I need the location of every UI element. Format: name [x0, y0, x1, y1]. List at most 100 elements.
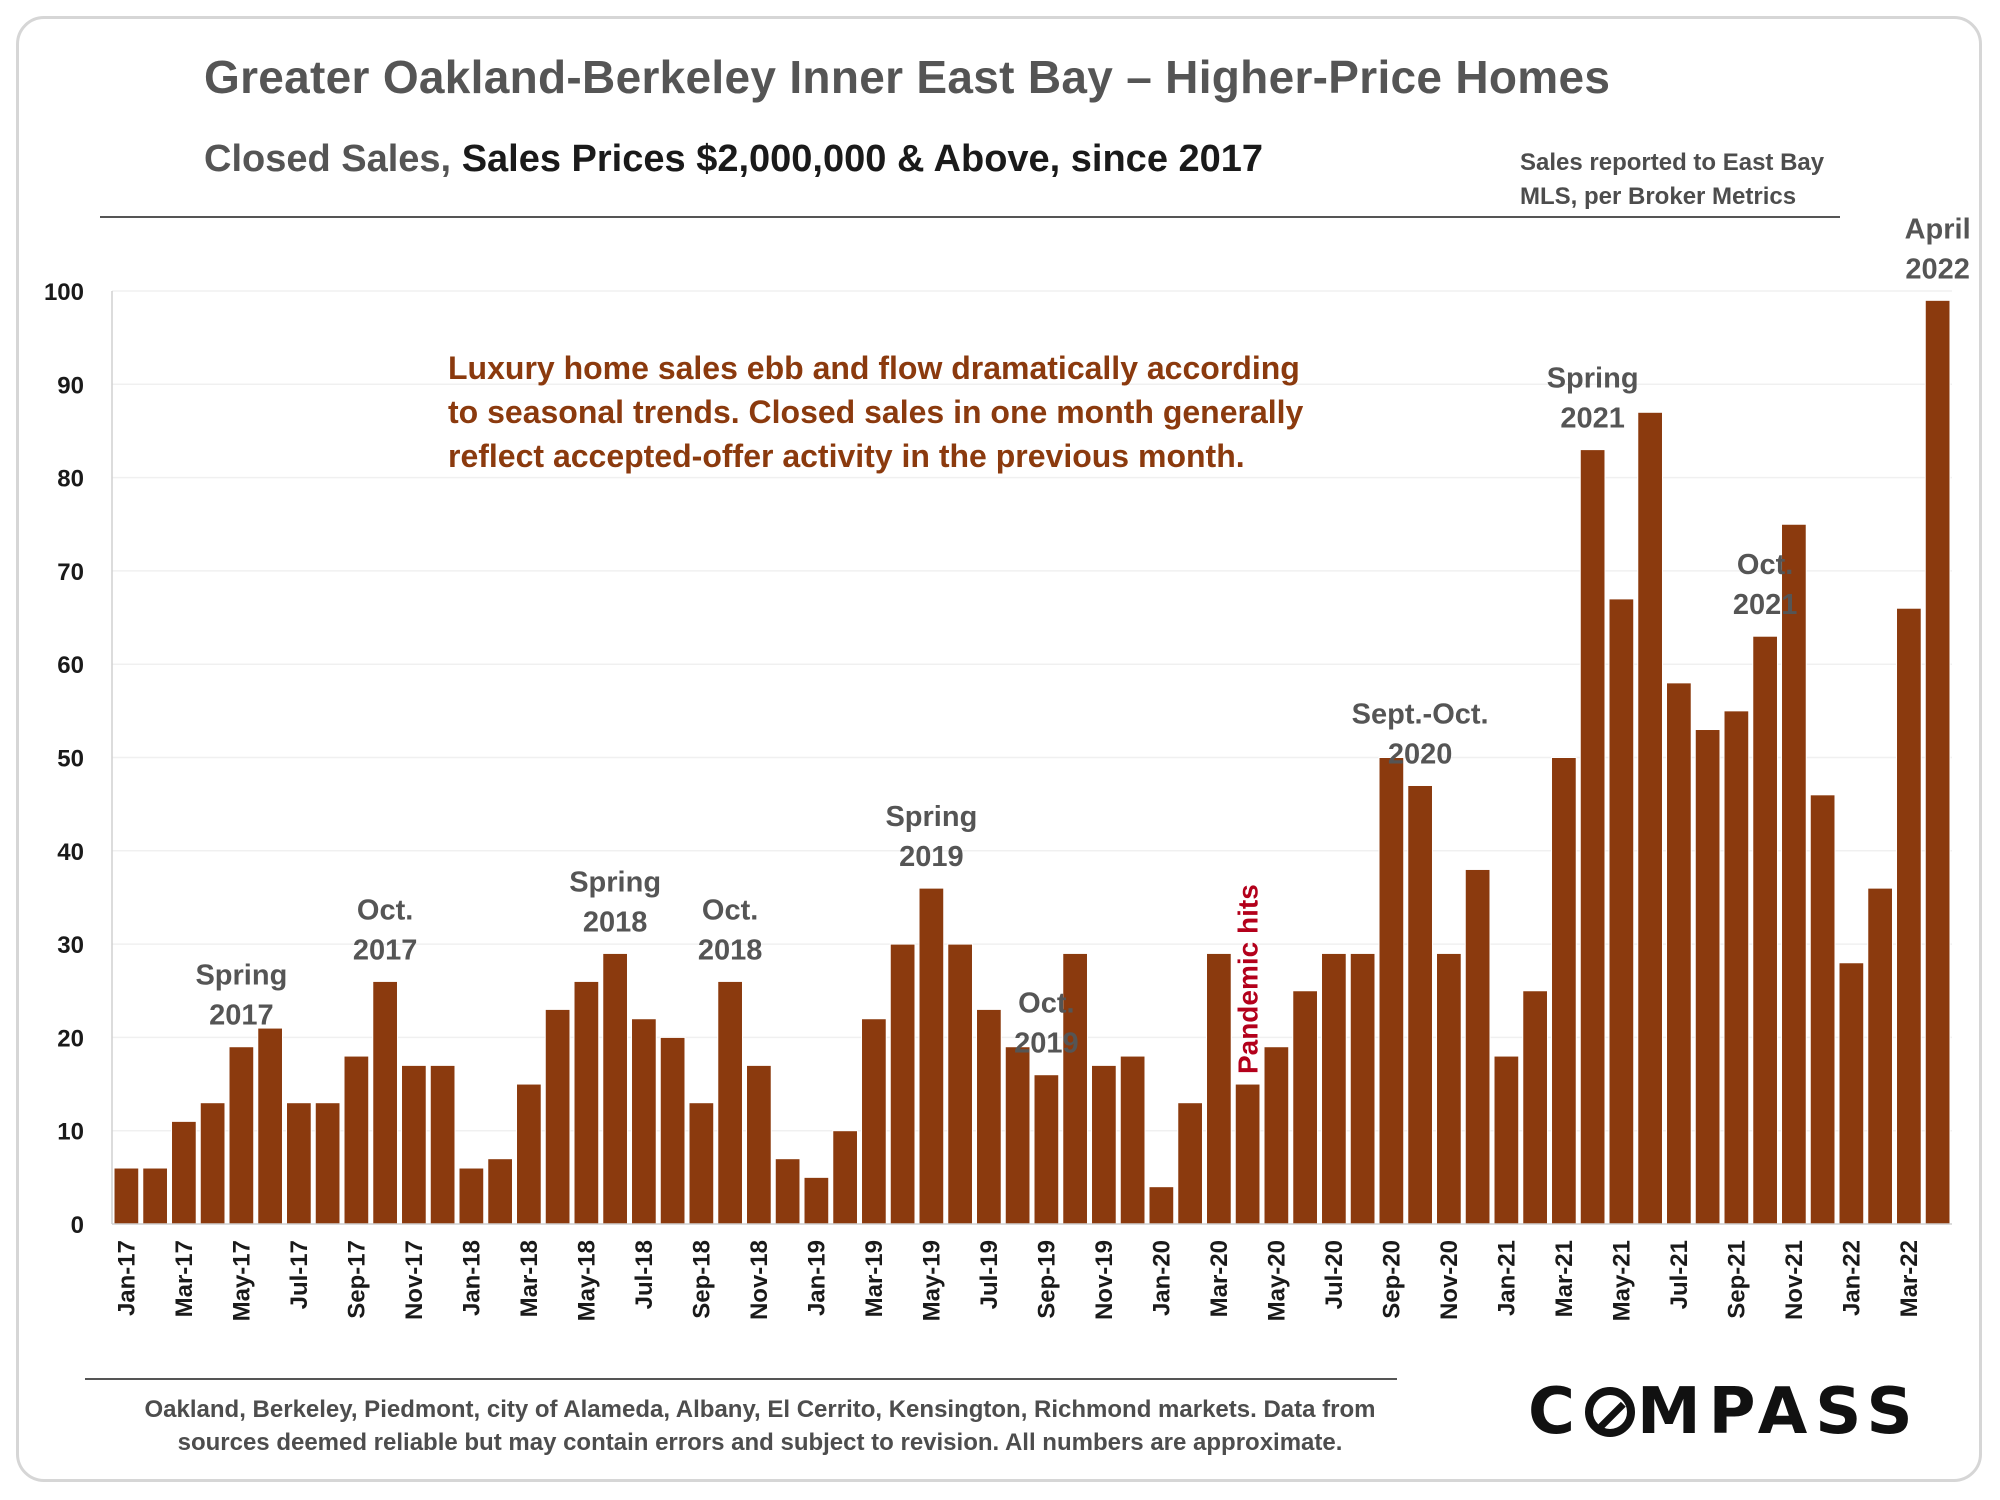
- bar-annotation: Oct.: [357, 894, 413, 926]
- bar: [1119, 1055, 1146, 1225]
- bar-annotation: Spring: [885, 801, 977, 833]
- bar: [1091, 1064, 1117, 1225]
- bar: [1579, 449, 1606, 1225]
- bar: [544, 1008, 571, 1225]
- x-tick-label: Mar-21: [1551, 1240, 1578, 1317]
- bar-annotation: Oct.: [1737, 549, 1793, 581]
- bar: [171, 1120, 197, 1225]
- x-tick-label: Sep-21: [1723, 1240, 1750, 1319]
- bar: [889, 943, 916, 1225]
- y-tick-label: 30: [57, 932, 84, 959]
- bar-annotation: 2021: [1560, 403, 1625, 435]
- y-tick-label: 80: [57, 466, 84, 493]
- bar: [1637, 411, 1663, 1225]
- x-tick-label: May-18: [573, 1240, 600, 1321]
- x-tick-label: Mar-18: [516, 1240, 543, 1317]
- chart-subtitle: Closed Sales, Sales Prices $2,000,000 & …: [204, 138, 1263, 181]
- x-tick-label: May-19: [918, 1240, 945, 1321]
- bar: [688, 1102, 715, 1225]
- bar: [1493, 1055, 1520, 1225]
- bar: [1464, 868, 1491, 1225]
- bar: [1781, 523, 1807, 1225]
- x-tick-label: Jan-17: [113, 1240, 140, 1316]
- bar: [199, 1102, 226, 1225]
- bar-annotation: 2017: [353, 934, 418, 966]
- bar: [1436, 952, 1462, 1225]
- x-tick-label: Mar-17: [171, 1240, 198, 1317]
- bar-annotation: Spring: [569, 866, 661, 898]
- compass-o-icon: [1584, 1387, 1635, 1437]
- y-tick-label: 100: [44, 279, 84, 306]
- x-tick-label: Nov-17: [401, 1240, 428, 1320]
- bar: [1666, 682, 1692, 1225]
- compass-logo: C MPASS: [1528, 1375, 1921, 1449]
- bar: [1004, 1046, 1031, 1225]
- bar: [1551, 757, 1577, 1225]
- bar: [832, 1130, 858, 1225]
- footer-divider: [85, 1378, 1397, 1380]
- x-tick-label: Nov-21: [1781, 1240, 1808, 1320]
- bar: [976, 1008, 1002, 1225]
- x-tick-label: May-17: [228, 1240, 255, 1321]
- bar: [918, 887, 945, 1225]
- bar-annotation: 2018: [583, 906, 648, 938]
- subtitle-prefix: Closed Sales,: [204, 138, 452, 180]
- x-tick-label: Jan-20: [1148, 1240, 1175, 1316]
- bar-annotation: Oct.: [1018, 988, 1074, 1020]
- bar-annotation: Spring: [1547, 363, 1639, 395]
- x-tick-label: Mar-22: [1896, 1240, 1923, 1317]
- x-tick-label: Jan-18: [458, 1240, 485, 1316]
- bar: [458, 1167, 485, 1225]
- bar: [429, 1064, 456, 1225]
- callout-text: to seasonal trends. Closed sales in one …: [448, 394, 1304, 430]
- bar: [1924, 299, 1951, 1225]
- bar: [1608, 598, 1635, 1225]
- y-tick-label: 20: [57, 1025, 84, 1052]
- bar: [602, 952, 628, 1225]
- bar: [401, 1064, 427, 1225]
- y-tick-label: 90: [57, 372, 84, 399]
- x-tick-label: Jan-22: [1838, 1240, 1865, 1316]
- bar: [516, 1083, 542, 1225]
- x-tick-label: Nov-20: [1436, 1240, 1463, 1320]
- bar: [774, 1158, 801, 1225]
- y-tick-label: 60: [57, 652, 84, 679]
- bar: [1522, 990, 1548, 1225]
- x-tick-label: Jan-21: [1493, 1240, 1520, 1316]
- bar-annotation: 2018: [698, 934, 763, 966]
- footer-note: Oakland, Berkeley, Piedmont, city of Ala…: [144, 1396, 1376, 1456]
- bar: [1062, 952, 1088, 1225]
- x-tick-label: May-20: [1263, 1240, 1290, 1321]
- bar: [659, 1036, 686, 1225]
- bar-annotation: 2017: [209, 1000, 274, 1032]
- callout-text: reflect accepted-offer activity in the p…: [448, 438, 1245, 474]
- x-tick-label: Nov-18: [746, 1240, 773, 1320]
- bar-annotation: 2021: [1733, 589, 1798, 621]
- x-tick-label: May-21: [1608, 1240, 1635, 1321]
- x-tick-label: Jul-19: [976, 1240, 1003, 1309]
- bar: [1838, 962, 1865, 1225]
- x-tick-label: Mar-19: [861, 1240, 888, 1317]
- x-tick-label: Sep-17: [343, 1240, 370, 1319]
- bar: [142, 1167, 168, 1225]
- bar: [746, 1064, 772, 1225]
- bar-annotation: 2019: [899, 841, 964, 873]
- x-tick-label: Sep-19: [1033, 1240, 1060, 1319]
- bar: [573, 980, 600, 1225]
- bar-annotation: April: [1905, 213, 1971, 245]
- bar: [487, 1158, 513, 1225]
- x-tick-label: Nov-19: [1091, 1240, 1118, 1320]
- bar: [1896, 607, 1922, 1225]
- y-tick-label: 0: [71, 1212, 84, 1239]
- bar: [228, 1046, 255, 1225]
- bar: [861, 1018, 887, 1225]
- bar: [1694, 729, 1721, 1225]
- bar: [1148, 1186, 1175, 1225]
- pandemic-annotation: Pandemic hits: [1233, 884, 1264, 1074]
- y-tick-label: 10: [57, 1119, 84, 1146]
- y-tick-label: 70: [57, 559, 84, 586]
- bar-annotation: 2022: [1905, 253, 1970, 285]
- bar: [1378, 757, 1405, 1225]
- bar: [631, 1018, 657, 1225]
- source-note: Sales reported to East Bay MLS, per Brok…: [1520, 149, 1825, 210]
